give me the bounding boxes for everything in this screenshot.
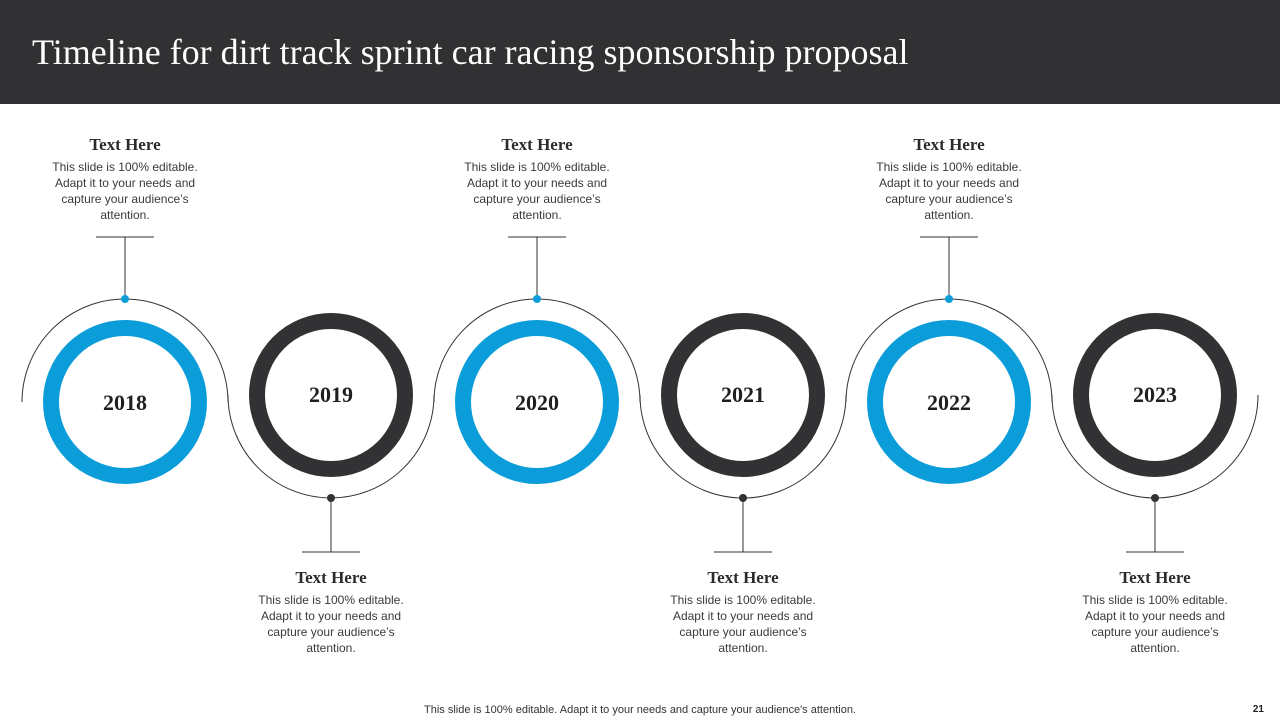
timeline-dot — [121, 295, 129, 303]
year-ring-2020 — [455, 320, 619, 484]
timeline-dot — [945, 295, 953, 303]
year-ring-2019 — [249, 313, 413, 477]
year-ring-2022 — [867, 320, 1031, 484]
timeline-item-2022-text: Text Here This slide is 100% editable. A… — [864, 134, 1034, 223]
item-heading: Text Here — [913, 135, 985, 154]
year-ring-2023 — [1073, 313, 1237, 477]
item-heading: Text Here — [89, 135, 161, 154]
year-ring-2018 — [43, 320, 207, 484]
year-ring-2021 — [661, 313, 825, 477]
timeline-item-2021-text: Text Here This slide is 100% editable. A… — [658, 567, 828, 656]
year-label-2020: 2020 — [515, 390, 559, 415]
slide-title: Timeline for dirt track sprint car racin… — [32, 32, 909, 72]
timeline-item-2020-text: Text Here This slide is 100% editable. A… — [452, 134, 622, 223]
title-bar: Timeline for dirt track sprint car racin… — [0, 0, 1280, 104]
item-heading: Text Here — [295, 568, 367, 587]
item-description: This slide is 100% editable. Adapt it to… — [1082, 593, 1228, 655]
item-heading: Text Here — [501, 135, 573, 154]
timeline-item-2019-text: Text Here This slide is 100% editable. A… — [246, 567, 416, 656]
item-description: This slide is 100% editable. Adapt it to… — [464, 160, 610, 222]
item-description: This slide is 100% editable. Adapt it to… — [876, 160, 1022, 222]
timeline-dot — [327, 494, 335, 502]
year-label-2022: 2022 — [927, 390, 971, 415]
page-number: 21 — [1252, 704, 1264, 715]
timeline-dot — [1151, 494, 1159, 502]
item-description: This slide is 100% editable. Adapt it to… — [670, 593, 816, 655]
item-description: This slide is 100% editable. Adapt it to… — [258, 593, 404, 655]
footer-note: This slide is 100% editable. Adapt it to… — [424, 704, 856, 716]
timeline-item-2018-text: Text Here This slide is 100% editable. A… — [40, 134, 210, 223]
year-label-2019: 2019 — [309, 382, 353, 407]
timeline-dot — [533, 295, 541, 303]
year-label-2018: 2018 — [103, 390, 147, 415]
timeline-item-2023-text: Text Here This slide is 100% editable. A… — [1070, 567, 1240, 656]
year-label-2023: 2023 — [1133, 382, 1177, 407]
item-description: This slide is 100% editable. Adapt it to… — [52, 160, 198, 222]
timeline-dot — [739, 494, 747, 502]
item-heading: Text Here — [1119, 568, 1191, 587]
year-label-2021: 2021 — [721, 382, 765, 407]
item-heading: Text Here — [707, 568, 779, 587]
